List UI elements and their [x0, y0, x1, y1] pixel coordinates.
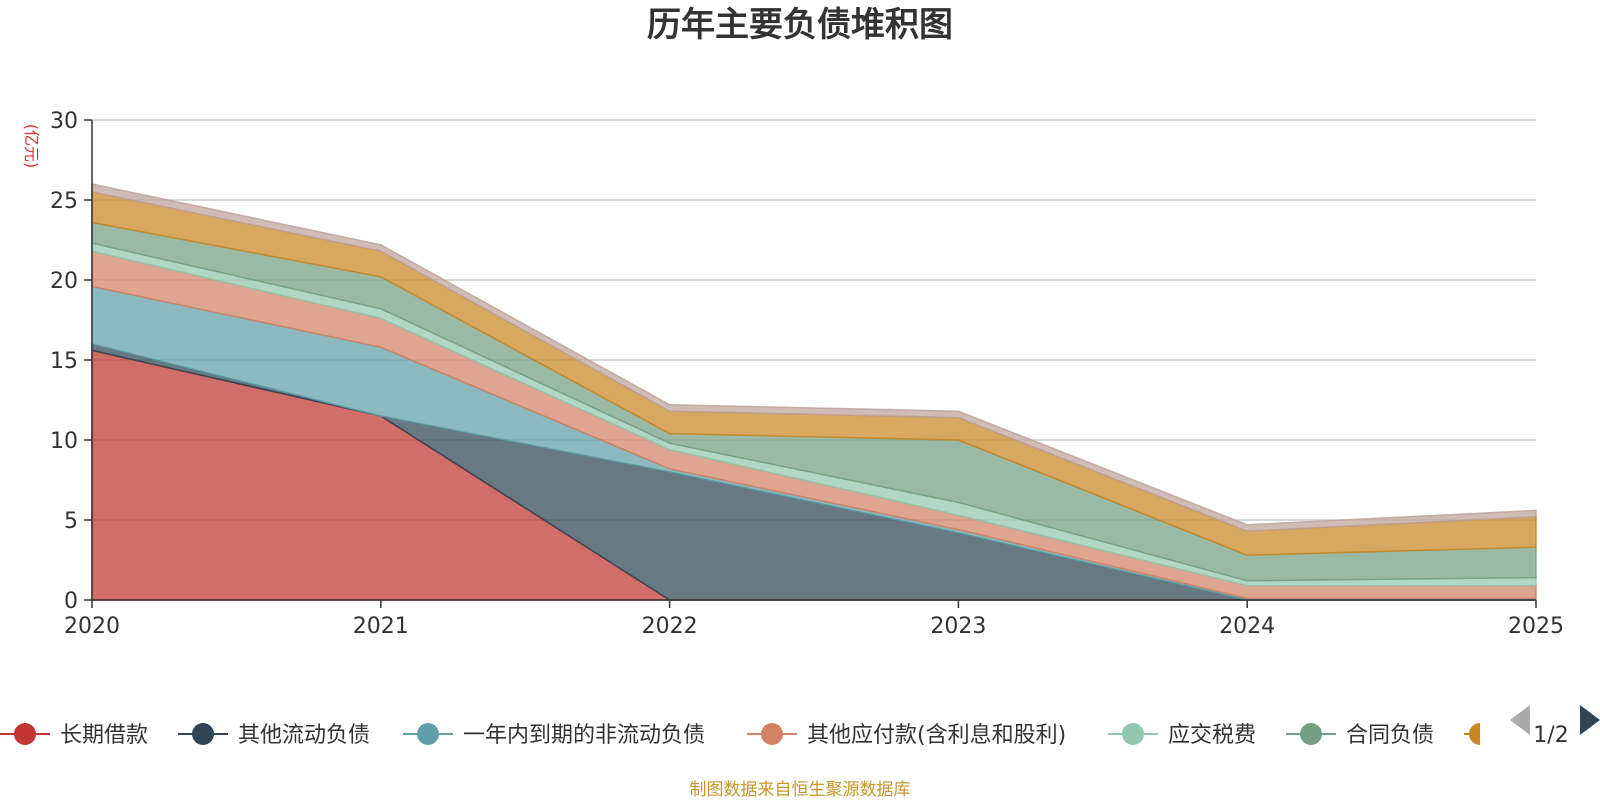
legend-label: 应交税费: [1168, 723, 1256, 748]
legend-marker-icon: [1469, 723, 1480, 745]
x-tick-label: 2023: [930, 614, 986, 639]
legend-page-indicator: 1/2: [1533, 723, 1568, 748]
y-tick-label: 20: [50, 269, 78, 294]
legend-label: 其他流动负债: [238, 723, 370, 748]
y-tick-label: 25: [50, 189, 78, 214]
area-series: [91, 183, 1537, 601]
legend-pager: 1/2: [1510, 705, 1600, 748]
chart-title: 历年主要负债堆积图: [647, 5, 953, 45]
area-series-7: [91, 183, 1537, 532]
legend-item[interactable]: [1464, 723, 1480, 745]
y-tick-label: 5: [64, 509, 78, 534]
legend-item[interactable]: 长期借款: [0, 723, 148, 748]
legend-label: 其他应付款(含利息和股利): [807, 723, 1066, 748]
legend-prev-icon[interactable]: [1510, 705, 1530, 735]
x-tick-label: 2024: [1219, 614, 1275, 639]
legend-item[interactable]: 应交税费: [1108, 723, 1256, 748]
y-tick-label: 30: [50, 109, 78, 134]
legend-marker-icon: [1300, 723, 1322, 745]
legend-marker-icon: [192, 723, 214, 745]
x-tick-label: 2022: [642, 614, 698, 639]
x-tick-label: 2020: [64, 614, 120, 639]
x-tick-label: 2025: [1508, 614, 1564, 639]
y-axis-unit: (亿元): [22, 124, 41, 169]
legend-marker-icon: [1122, 723, 1144, 745]
y-tick-label: 10: [50, 429, 78, 454]
y-tick-label: 15: [50, 349, 78, 374]
x-tick-label: 2021: [353, 614, 409, 639]
legend-item[interactable]: 合同负债: [1286, 723, 1434, 748]
legend-item[interactable]: 其他应付款(含利息和股利): [747, 723, 1066, 748]
data-source-note: 制图数据来自恒生聚源数据库: [690, 780, 911, 800]
legend-item[interactable]: 其他流动负债: [178, 723, 370, 748]
legend-label: 合同负债: [1346, 723, 1434, 748]
legend-next-icon[interactable]: [1580, 705, 1600, 735]
legend[interactable]: 长期借款 其他流动负债 一年内到期的非流动负债 其他应付款(含利息和股利) 应交税费 合同…: [0, 723, 1480, 748]
legend-marker-icon: [761, 723, 783, 745]
legend-label: 长期借款: [60, 723, 148, 748]
legend-marker-icon: [14, 723, 36, 745]
legend-item[interactable]: 一年内到期的非流动负债: [403, 723, 705, 748]
y-tick-label: 0: [64, 589, 78, 614]
legend-label: 一年内到期的非流动负债: [463, 723, 705, 748]
legend-marker-icon: [417, 723, 439, 745]
